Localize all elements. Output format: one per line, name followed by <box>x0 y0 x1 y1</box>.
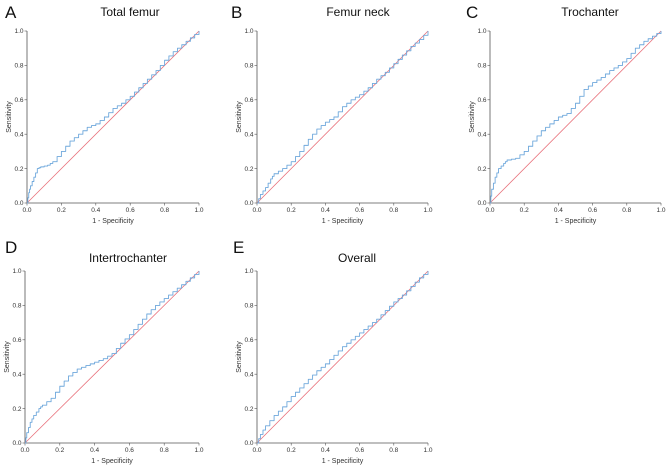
panel-d-y-tick-label: 0.8 <box>12 303 21 310</box>
panel-a-reference-line <box>26 30 200 204</box>
panel-d-x-tick-label: 0.6 <box>125 447 134 454</box>
panel-a-y-tick-label: 0.2 <box>14 166 23 173</box>
panel-a-x-tick-label: 0.8 <box>160 207 169 214</box>
panel-e-y-tick-label: 0.6 <box>244 337 253 344</box>
panel-e-y-axis-label: Sensitivity <box>236 341 243 373</box>
panel-c: C Trochanter 0.0 0.2 0.4 0.6 0.8 1.0 0.0 0.2 0.4 0.… <box>466 3 666 225</box>
panel-d-roc-curve <box>25 271 200 444</box>
panel-b-y-tick-label: 0.2 <box>244 166 253 173</box>
panel-e-x-tick-label: 0.0 <box>252 447 261 454</box>
panel-a-x-tick-label: 0.0 <box>22 207 31 214</box>
panel-c-y-axis-label: Sensitivity <box>469 101 476 133</box>
panel-b-x-tick-label: 0.8 <box>389 207 398 214</box>
panel-c-x-tick-label: 0.8 <box>622 207 631 214</box>
panel-c-x-tick-label: 0.6 <box>588 207 597 214</box>
panel-c-x-axis-label: 1 - Specificity <box>555 218 597 225</box>
panel-b-letter: B <box>231 3 242 22</box>
panel-e-reference-line <box>256 270 429 444</box>
panel-e-roc-curve <box>257 271 429 444</box>
panel-c-x-tick-label: 0.4 <box>554 207 563 214</box>
panel-e-x-tick-label: 0.6 <box>355 447 364 454</box>
panel-d-letter: D <box>5 238 17 257</box>
panel-a-y-tick-label: 0.8 <box>14 63 23 70</box>
panel-a-x-tick-label: 0.4 <box>91 207 100 214</box>
panel-d-title: Intertrochanter <box>89 251 167 265</box>
panel-b-x-tick-label: 0.0 <box>252 207 261 214</box>
panel-d-y-tick-label: 0.4 <box>12 371 21 378</box>
panel-d-x-tick-label: 0.2 <box>55 447 64 454</box>
panel-b-x-tick-label: 0.2 <box>287 207 296 214</box>
panel-a-y-tick-label: 1.0 <box>14 28 23 35</box>
panel-e-y-tick-label: 0.4 <box>244 371 253 378</box>
panel-d-y-tick-label: 0.6 <box>12 337 21 344</box>
panel-b-x-tick-label: 0.4 <box>321 207 330 214</box>
panel-b-roc-curve <box>257 31 429 204</box>
panel-d-y-tick-label: 0.0 <box>12 440 21 447</box>
panel-b-y-tick-label: 0.6 <box>244 97 253 104</box>
panel-c-y-tick-label: 0.6 <box>477 97 486 104</box>
panel-b-x-tick-label: 1.0 <box>423 207 432 214</box>
panel-c-x-tick-label: 0.2 <box>520 207 529 214</box>
panel-a-y-tick-label: 0.6 <box>14 97 23 104</box>
panel-a-letter: A <box>5 3 17 22</box>
panel-c-y-tick-label: 1.0 <box>477 28 486 35</box>
panel-b-x-axis-label: 1 - Specificity <box>322 218 364 225</box>
panel-e-y-tick-label: 0.8 <box>244 303 253 310</box>
panel-a-y-tick-label: 0.4 <box>14 131 23 138</box>
panel-c-y-tick-label: 0.0 <box>477 200 486 207</box>
panel-a-title: Total femur <box>100 5 159 19</box>
panel-c-reference-line <box>489 30 662 204</box>
panel-d-x-tick-label: 1.0 <box>194 447 203 454</box>
panel-b-y-tick-label: 0.8 <box>244 63 253 70</box>
panel-d: D Intertrochanter 0.0 0.2 0.4 0.6 0.8 1.0 0.0 0.2… <box>4 238 204 465</box>
panel-e: E Overall 0.0 0.2 0.4 0.6 0.8 1.0 0.0 0.2 0.4 0.6 0.… <box>233 238 433 465</box>
panel-e-x-tick-label: 0.2 <box>287 447 296 454</box>
panel-c-y-tick-label: 0.4 <box>477 131 486 138</box>
panel-c-y-tick-label: 0.2 <box>477 166 486 173</box>
panel-c-x-tick-label: 1.0 <box>656 207 665 214</box>
panel-a-y-tick-label: 0.0 <box>14 200 23 207</box>
panel-a-roc-curve <box>27 31 200 204</box>
panel-c-roc-curve <box>490 31 662 204</box>
panel-e-y-tick-label: 0.2 <box>244 406 253 413</box>
panel-d-y-tick-label: 1.0 <box>12 268 21 275</box>
panel-e-x-tick-label: 0.4 <box>321 447 330 454</box>
panel-c-y-tick-label: 0.8 <box>477 63 486 70</box>
panel-e-x-tick-label: 0.8 <box>389 447 398 454</box>
panel-e-x-axis-label: 1 - Specificity <box>322 458 364 465</box>
panel-b-title: Femur neck <box>326 5 390 19</box>
panel-b-x-tick-label: 0.6 <box>355 207 364 214</box>
panel-a-y-axis-label: Sensitivity <box>6 101 13 133</box>
panel-d-x-tick-label: 0.8 <box>160 447 169 454</box>
panel-c-letter: C <box>466 3 478 22</box>
panel-d-reference-line <box>24 270 200 444</box>
panel-d-y-axis-label: Sensitivity <box>4 341 11 373</box>
panel-d-y-tick-label: 0.2 <box>12 406 21 413</box>
panel-b-y-axis-label: Sensitivity <box>236 101 243 133</box>
panel-b-y-tick-label: 1.0 <box>244 28 253 35</box>
panel-e-title: Overall <box>338 251 376 265</box>
panel-a-x-tick-label: 1.0 <box>194 207 203 214</box>
panel-a: A Total femur 0.0 0.2 0.4 0.6 0.8 1.0 0.0 0.2 0.4 0… <box>5 3 204 225</box>
panel-c-title: Trochanter <box>561 5 619 19</box>
panel-a-x-axis-label: 1 - Specificity <box>92 218 134 225</box>
panel-e-x-tick-label: 1.0 <box>423 447 432 454</box>
panel-e-y-tick-label: 0.0 <box>244 440 253 447</box>
panel-e-letter: E <box>233 238 244 257</box>
panel-b-y-tick-label: 0.0 <box>244 200 253 207</box>
panel-a-x-tick-label: 0.6 <box>126 207 135 214</box>
panel-d-x-tick-label: 0.4 <box>90 447 99 454</box>
panel-a-x-tick-label: 0.2 <box>57 207 66 214</box>
panel-d-x-axis-label: 1 - Specificity <box>91 458 133 465</box>
panel-b-y-tick-label: 0.4 <box>244 131 253 138</box>
panel-d-x-tick-label: 0.0 <box>20 447 29 454</box>
panel-c-x-tick-label: 0.0 <box>485 207 494 214</box>
panel-e-y-tick-label: 1.0 <box>244 268 253 275</box>
panel-b: B Femur neck 0.0 0.2 0.4 0.6 0.8 1.0 0.0 0.2 0.4 0.… <box>231 3 433 225</box>
